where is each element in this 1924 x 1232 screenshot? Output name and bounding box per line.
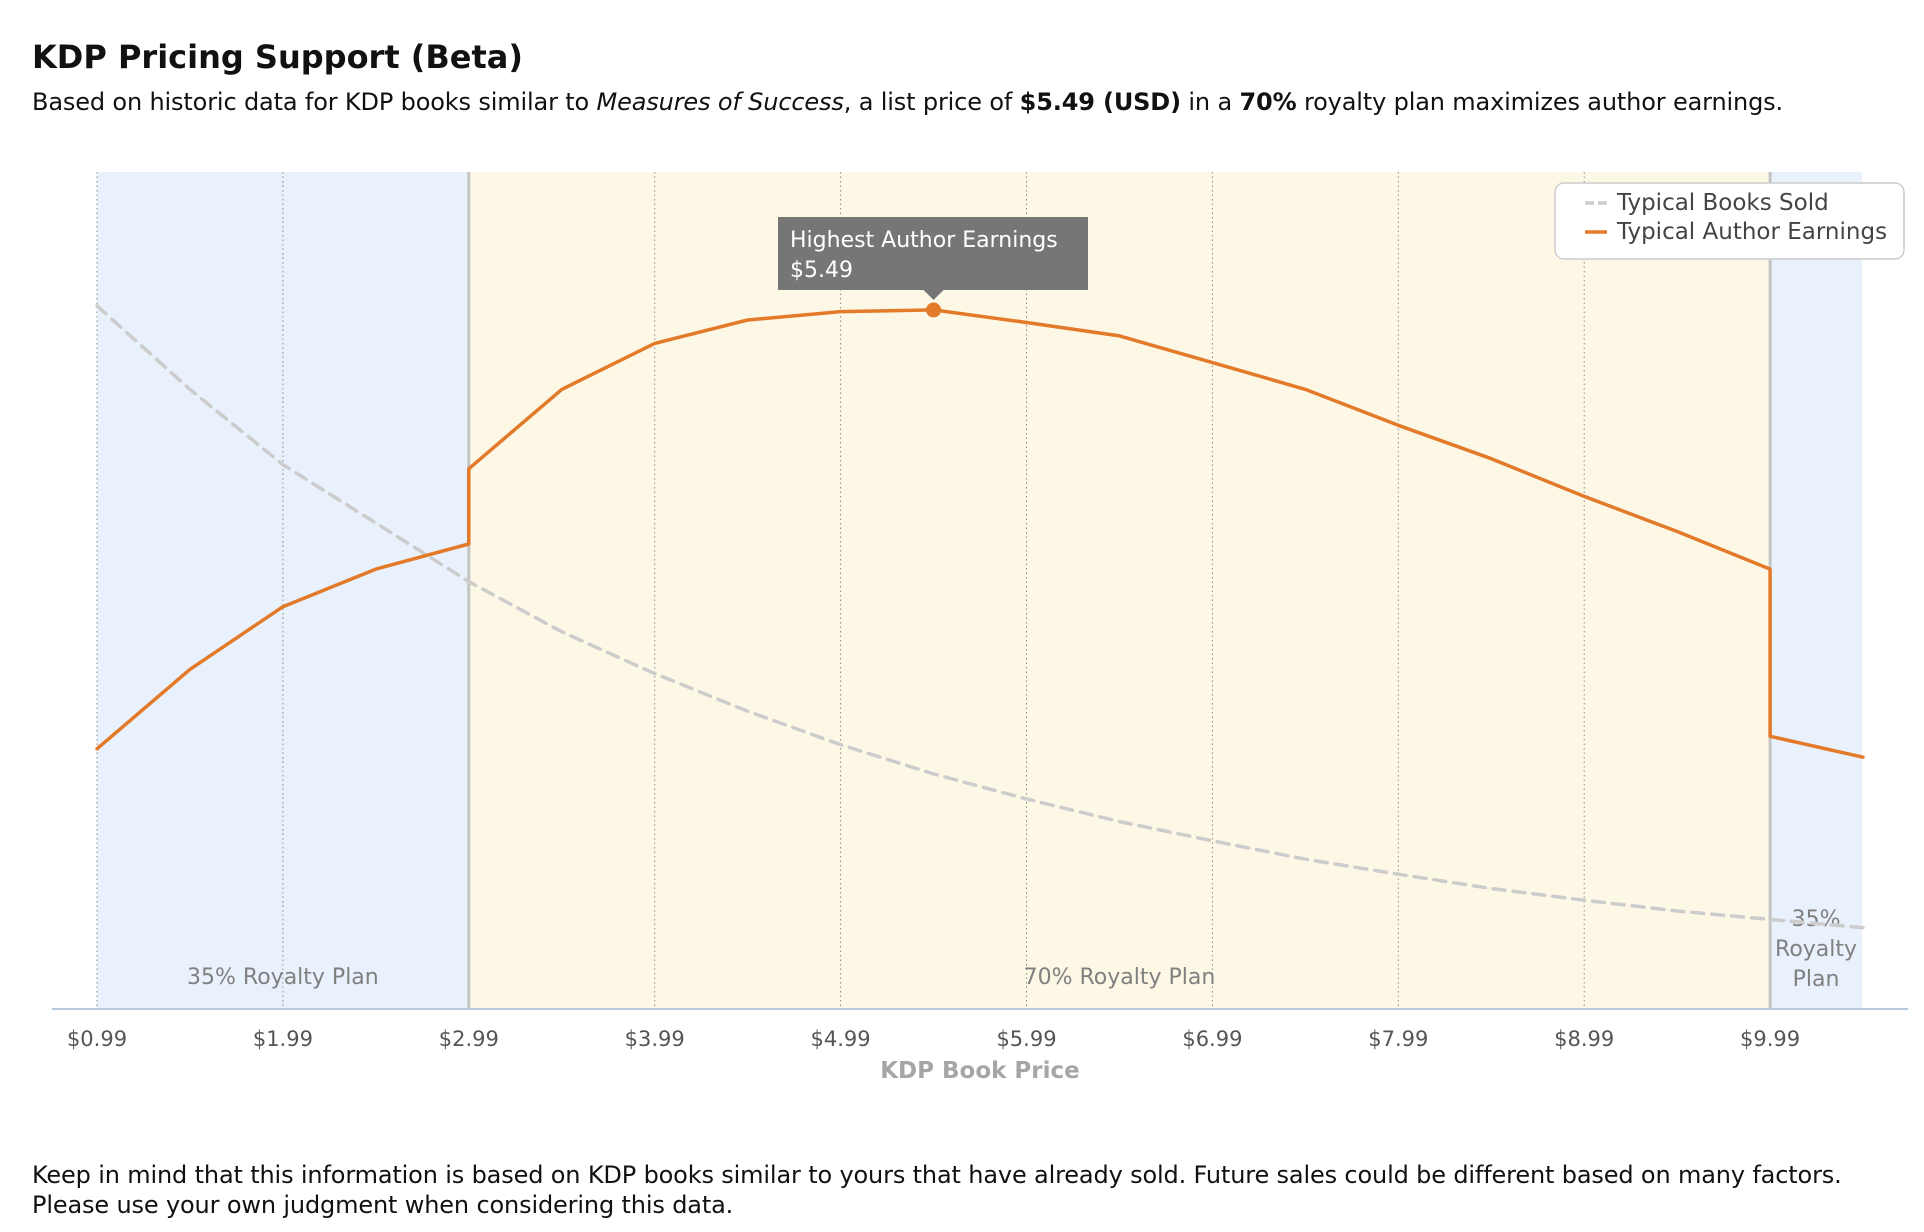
- recommendation-mid2: in a: [1180, 88, 1240, 116]
- typical-books-sold-line: [95, 304, 1865, 930]
- book-title: Measures of Success: [596, 88, 844, 116]
- tooltip-value: $5.49: [790, 258, 853, 283]
- typical-author-earnings-line: [95, 308, 1865, 759]
- series-lines: [95, 304, 1865, 930]
- recommendation-prefix: Based on historic data for KDP books sim…: [32, 88, 597, 116]
- tooltip-title: Highest Author Earnings: [790, 228, 1058, 253]
- royalty-region-label-1: 70% Royalty Plan: [1024, 965, 1216, 990]
- legend-label[interactable]: Typical Books Sold: [1616, 190, 1829, 216]
- disclaimer-text: Keep in mind that this information is ba…: [32, 1161, 1842, 1219]
- recommendation-suffix: royalty plan maximizes author earnings.: [1296, 88, 1784, 116]
- tooltip-pointer: [923, 290, 944, 300]
- highest-earnings-marker[interactable]: [926, 302, 942, 318]
- royalty-regions: [97, 172, 1862, 1008]
- x-axis-title: KDP Book Price: [880, 1058, 1080, 1084]
- page-title: KDP Pricing Support (Beta): [32, 38, 523, 76]
- tooltip-box: [778, 217, 1088, 290]
- recommendation-mid1: , a list price of: [843, 88, 1020, 116]
- chart-legend: Typical Books Sold Typical Author Earning…: [1554, 182, 1905, 260]
- x-tick-label: $9.99: [1740, 1027, 1800, 1051]
- x-tick-label: $4.99: [811, 1027, 871, 1051]
- recommended-price: $5.49 (USD): [1019, 88, 1181, 116]
- royalty-region-2: [1770, 172, 1862, 1008]
- royalty-region-0: [97, 172, 469, 1008]
- x-tick-label: $8.99: [1554, 1027, 1614, 1051]
- x-tick-label: $6.99: [1182, 1027, 1242, 1051]
- x-axis: $0.99 $1.99 $2.99 $3.99 $4.99 $5.99 $6.99 $7.99…: [52, 1008, 1908, 1084]
- x-tick-label: $0.99: [67, 1027, 127, 1051]
- x-tick-label: $2.99: [439, 1027, 499, 1051]
- x-tick-label: $5.99: [996, 1027, 1056, 1051]
- x-tick-label: $3.99: [625, 1027, 685, 1051]
- x-tick-label: $1.99: [253, 1027, 313, 1051]
- recommended-royalty: 70%: [1239, 88, 1297, 116]
- legend-box: [1554, 182, 1905, 260]
- x-tick-label: $7.99: [1368, 1027, 1428, 1051]
- recommendation-text: Based on historic data for KDP books sim…: [32, 88, 1783, 116]
- royalty-region-label-0: 35% Royalty Plan: [187, 965, 379, 990]
- legend-label[interactable]: Typical Author Earnings: [1616, 219, 1887, 245]
- royalty-region-1: [468, 172, 1771, 1008]
- highest-earnings-tooltip: Highest Author Earnings $5.49: [778, 217, 1088, 318]
- royalty-region-label-2: 35% Royalty Plan: [1775, 907, 1857, 992]
- region-labels: 35% Royalty Plan 70% Royalty Plan 35% Royal…: [187, 907, 1857, 992]
